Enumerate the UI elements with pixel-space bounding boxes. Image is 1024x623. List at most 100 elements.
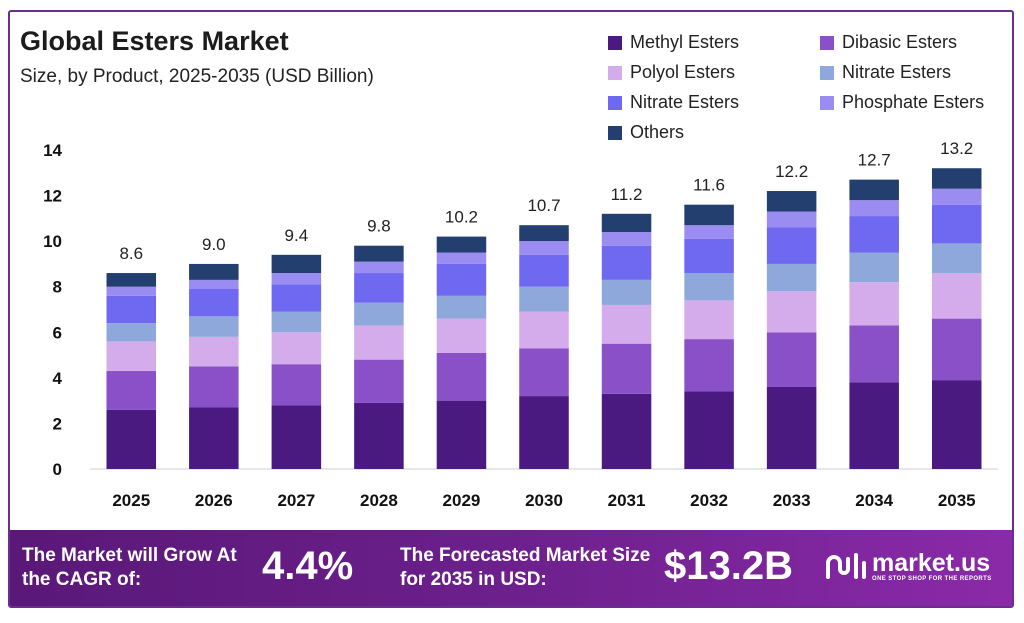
bar-segment [189,336,239,367]
bar-segment [354,402,404,469]
legend-label: Methyl Esters [630,32,740,52]
brand-name: market.us [872,549,991,577]
summary-banner: The Market will Grow At the CAGR of: 4.4… [10,530,1012,606]
bar-segment [519,225,569,242]
legend-item: Nitrate Esters [608,92,739,113]
bar-segment [519,396,569,469]
bar-segment [684,204,734,226]
legend-label: Nitrate Esters [842,62,952,82]
y-tick-label: 12 [43,187,62,206]
bar-segment [354,261,404,274]
chart-subtitle: Size, by Product, 2025-2035 (USD Billion… [20,66,374,87]
bar-segment [849,200,899,217]
total-label: 11.2 [611,185,643,204]
y-tick-label: 14 [43,141,62,160]
total-label: 9.0 [202,235,226,254]
legend-label: Dibasic Esters [842,32,958,52]
bar-segment [189,316,239,337]
bar-segment [106,295,157,324]
bar-segment [849,179,899,201]
market-us-logo-icon [826,553,866,579]
total-label: 8.6 [119,244,143,263]
bar-segment [601,304,652,344]
bar-segment [436,318,487,353]
bar-segment [766,263,817,292]
bar-segment [931,273,982,319]
x-tick-label: 2028 [360,491,398,510]
legend-item: Dibasic Esters [820,32,957,53]
bar-segment [271,311,322,333]
bar-segment [931,168,982,189]
bar-segment [766,211,817,228]
x-tick-label: 2031 [608,491,646,510]
bar-segment [849,216,899,253]
total-label: 12.7 [858,151,891,170]
bar-segment [684,391,734,469]
legend-swatch [608,125,622,140]
legend-swatch [608,65,622,80]
x-tick-label: 2034 [855,491,893,510]
x-tick-label: 2029 [443,491,481,510]
bar-segment [189,279,239,289]
x-tick-label: 2032 [690,491,728,510]
bar-segment [684,225,734,239]
bar-segment [849,252,899,283]
bar-segment [106,409,157,469]
bar-segment [519,286,569,312]
total-label: 13.2 [940,139,973,158]
bar-segment [601,213,652,233]
x-tick-label: 2033 [773,491,811,510]
bar-segment [601,245,652,280]
legend-label: Nitrate Esters [630,92,740,112]
bar-segment [766,191,817,212]
bar-segment [354,273,404,303]
bar-segment [684,273,734,301]
bar-segment [271,405,322,469]
bar-segment [436,236,487,253]
bar-segment [354,359,404,403]
total-label: 11.6 [693,176,725,195]
bar-segment [931,243,982,274]
bar-segment [849,282,899,326]
bar-segment [106,273,157,287]
bar-segment [601,343,652,394]
y-tick-label: 6 [53,323,62,342]
bar-segment [519,241,569,255]
legend-item: Phosphate Esters [820,92,984,113]
x-tick-label: 2025 [112,491,150,510]
bar-segment [271,332,322,365]
forecast-label: The Forecasted Market Size for 2035 in U… [400,545,651,590]
legend-swatch [608,35,622,50]
bar-segment [436,295,487,319]
legend-swatch [608,95,622,110]
legend-label: Polyol Esters [630,62,736,82]
bar-segment [849,325,899,383]
bar-segment [601,232,652,246]
legend-item: Polyol Esters [608,62,735,83]
legend-label: Others [630,122,685,142]
bar-segment [684,339,734,392]
stacked-bar-chart: 0 2 4 6 8 10 12 14 8.6 2025 9.0 2026 9.4 2027 9.8 2028 1… [43,139,998,510]
brand-tagline: ONE STOP SHOP FOR THE REPORTS [872,576,992,582]
bar-segment [354,325,404,360]
bar-segment [436,252,487,264]
bar-segment [354,302,404,326]
bar-segment [436,352,487,401]
bar-segment [931,318,982,381]
legend-swatch [820,95,834,110]
legend-label: Phosphate Esters [842,92,985,112]
bar-segment [684,300,734,340]
bar-segment [271,273,322,285]
bar-segment [106,371,157,410]
y-tick-label: 8 [53,278,62,297]
bar-segment [189,288,239,317]
total-label: 9.4 [285,226,309,245]
total-label: 10.7 [527,196,560,215]
total-label: 9.8 [367,217,391,236]
bar-segment [106,341,157,372]
bar-segment [189,263,239,280]
y-tick-label: 10 [43,232,62,251]
bar-segment [601,393,652,469]
bar-segment [271,364,322,406]
bar-segment [601,279,652,305]
